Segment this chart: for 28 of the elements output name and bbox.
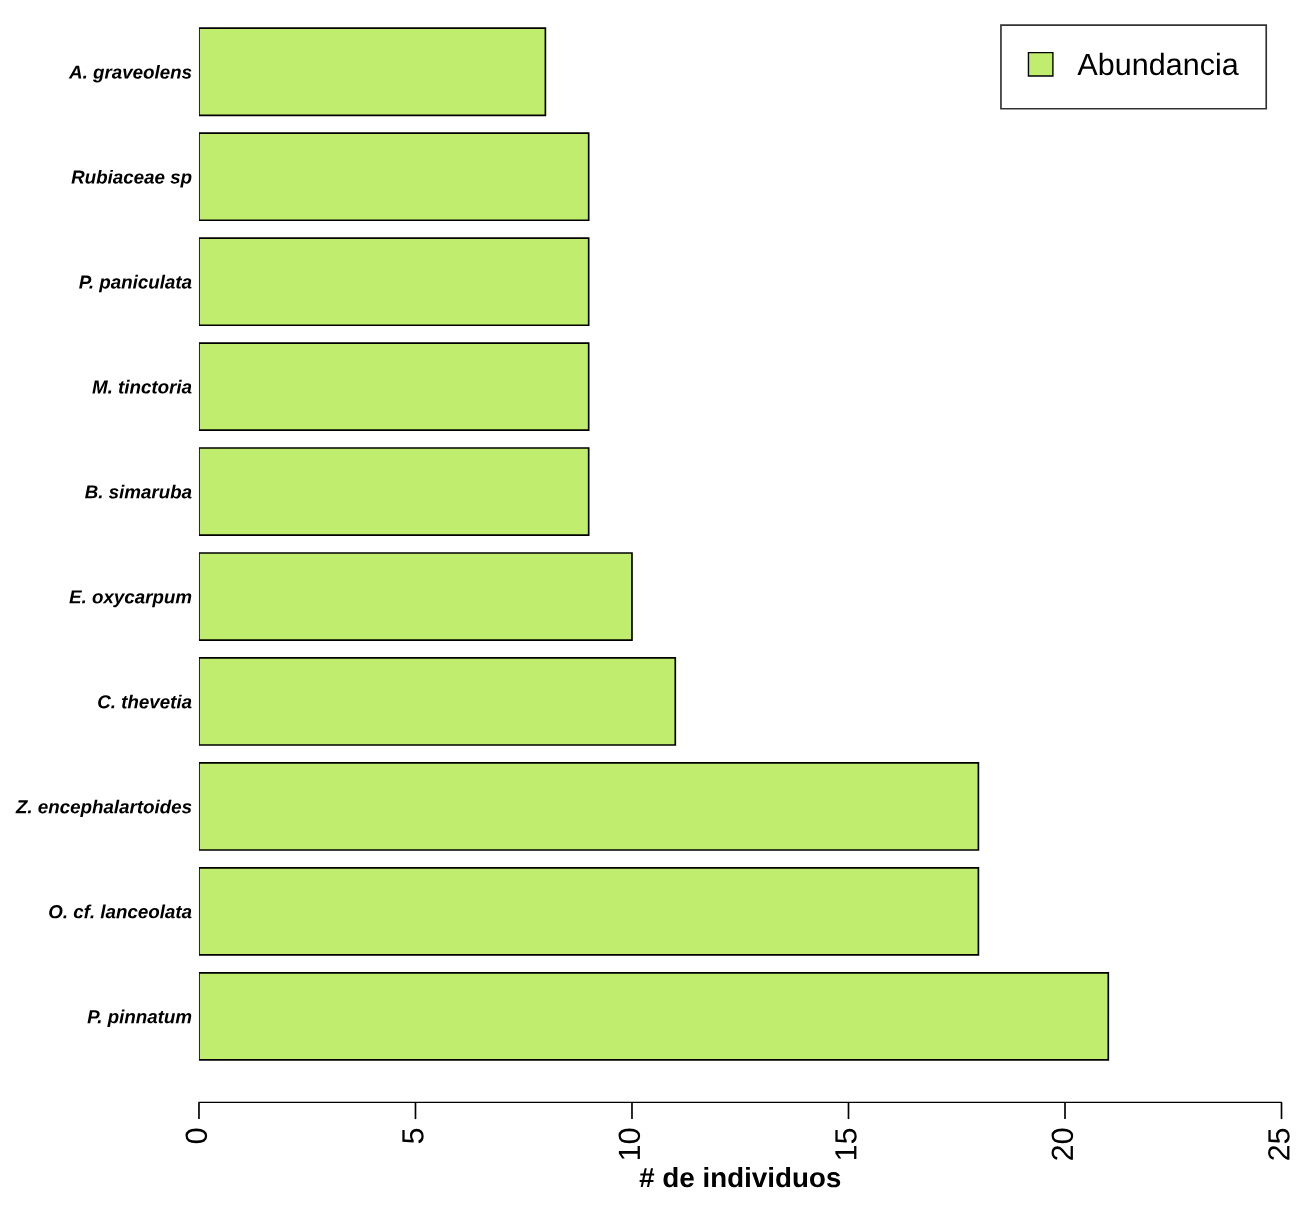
y-tick-label: E. oxycarpum <box>69 590 192 608</box>
bar <box>198 762 980 851</box>
bar <box>198 552 633 641</box>
x-tick-label: 10 <box>618 1128 641 1160</box>
y-tick-label: Rubiaceae sp <box>71 169 192 188</box>
bar <box>198 342 590 432</box>
x-tick-label: 25 <box>1268 1128 1290 1160</box>
bar <box>198 971 1110 1061</box>
y-tick-label: Z. encephalartoides <box>15 799 192 818</box>
bar <box>198 132 590 222</box>
bar <box>198 27 547 117</box>
x-tick-label: 5 <box>402 1128 424 1144</box>
x-tick-label: 0 <box>185 1128 208 1144</box>
y-tick-label: A. graveolens <box>68 64 192 83</box>
x-axis-title: # de individuos <box>639 1166 841 1188</box>
y-tick-label: P. paniculata <box>79 274 192 293</box>
bar <box>198 447 590 536</box>
y-tick-label: C. thevetia <box>98 694 192 709</box>
bar <box>198 237 590 327</box>
y-tick-label: O. cf. lanceolata <box>49 904 192 919</box>
y-tick-label: M. tinctoria <box>92 379 192 394</box>
legend-label: Abundancia <box>1077 52 1239 76</box>
x-tick-label: 15 <box>835 1128 857 1160</box>
y-tick-label: P. pinnatum <box>87 1009 192 1028</box>
bar <box>198 657 677 746</box>
x-tick-label: 20 <box>1051 1128 1074 1160</box>
y-tick-label: B. simaruba <box>85 484 192 499</box>
bar <box>198 867 980 956</box>
